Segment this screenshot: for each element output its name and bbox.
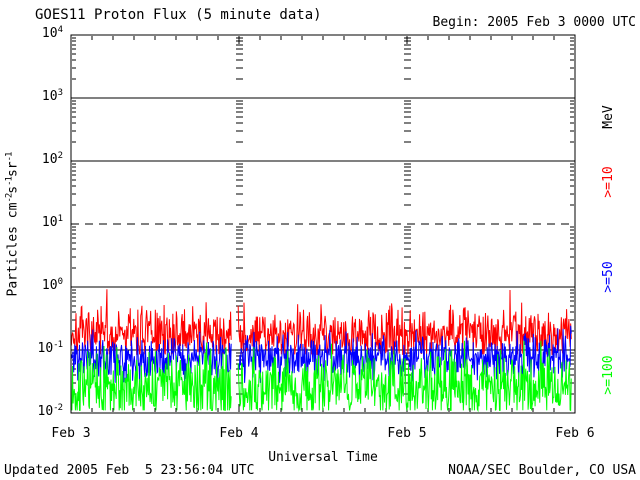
x-tick-label: Feb 4 (219, 426, 259, 441)
y-tick-exponent: 2 (57, 151, 64, 161)
y-axis-title-exponent: -1 (4, 177, 15, 186)
y-tick-exponent: 0 (57, 277, 64, 287)
y-tick-label: 100 (41, 277, 64, 293)
series->=10 (237, 289, 572, 355)
credit-text: NOAA/SEC Boulder, CO USA (448, 463, 636, 478)
y-tick-label: 10-1 (37, 340, 63, 356)
x-tick-label: Feb 3 (51, 426, 91, 441)
y-axis-title-exponent: -2 (4, 193, 15, 203)
plot-frame (70, 34, 576, 414)
begin-timestamp: Begin: 2005 Feb 3 0000 UTC (432, 15, 637, 30)
legend-label-100: >=100 (601, 355, 616, 395)
x-tick-label: Feb 5 (387, 426, 427, 441)
y-tick-exponent: 4 (57, 25, 64, 35)
y-tick-label: 102 (41, 151, 64, 167)
chart-title: GOES11 Proton Flux (5 minute data) (35, 7, 322, 23)
y-axis-title: Particles cm-2s-1sr-1 (4, 152, 21, 297)
y-tick-label: 104 (41, 25, 64, 41)
y-tick-exponent: 3 (57, 88, 64, 98)
x-tick-label: Feb 6 (555, 426, 595, 441)
y-tick-exponent: -1 (53, 340, 63, 350)
y-tick-label: 101 (41, 214, 64, 230)
y-axis-title-exponent: -1 (4, 152, 15, 162)
y-tick-label: 103 (41, 88, 64, 104)
series->=100 (237, 340, 572, 413)
series->=10 (70, 289, 232, 355)
x-axis-title: Universal Time (268, 450, 378, 465)
series->=100 (70, 342, 232, 411)
y-tick-label: 10-2 (37, 403, 63, 419)
y-tick-exponent: 1 (57, 214, 64, 224)
y-tick-exponent: -2 (53, 403, 63, 413)
updated-timestamp: Updated 2005 Feb 5 23:56:04 UTC (4, 463, 255, 478)
series->=50 (70, 329, 232, 383)
